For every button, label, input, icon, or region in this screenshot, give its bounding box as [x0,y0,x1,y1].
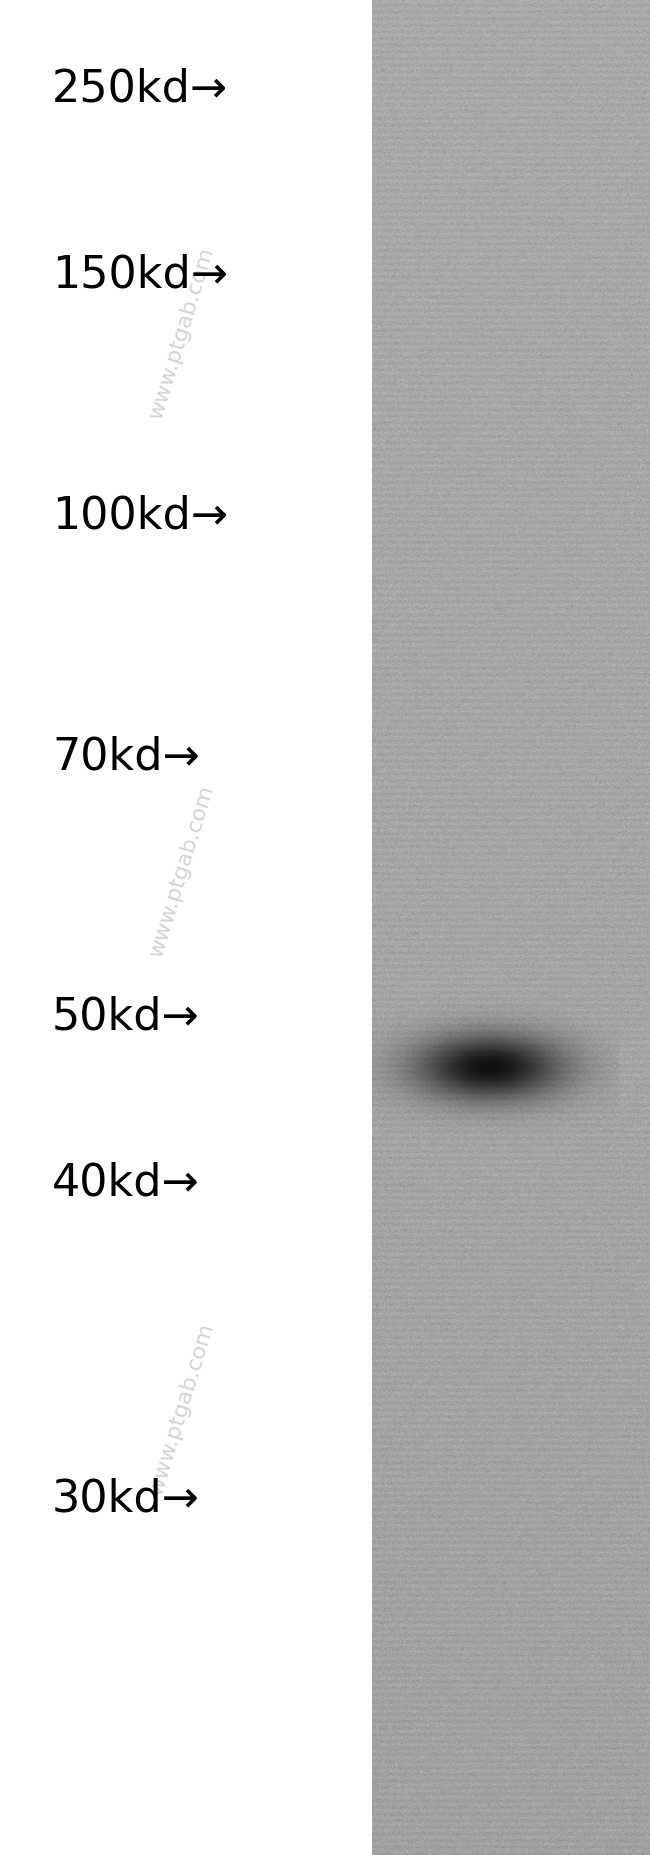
Text: 250kd→: 250kd→ [52,67,228,111]
Text: 150kd→: 150kd→ [52,252,228,297]
Bar [0,0,372,1855]
Text: www.ptgab.com: www.ptgab.com [146,783,218,961]
Text: 70kd→: 70kd→ [52,735,200,779]
Text: 30kd→: 30kd→ [52,1477,200,1521]
Text: 40kd→: 40kd→ [52,1161,200,1206]
Text: 50kd→: 50kd→ [52,994,200,1039]
Text: www.ptgab.com: www.ptgab.com [146,1321,218,1499]
Text: 100kd→: 100kd→ [52,493,228,538]
Text: www.ptgab.com: www.ptgab.com [146,245,218,423]
